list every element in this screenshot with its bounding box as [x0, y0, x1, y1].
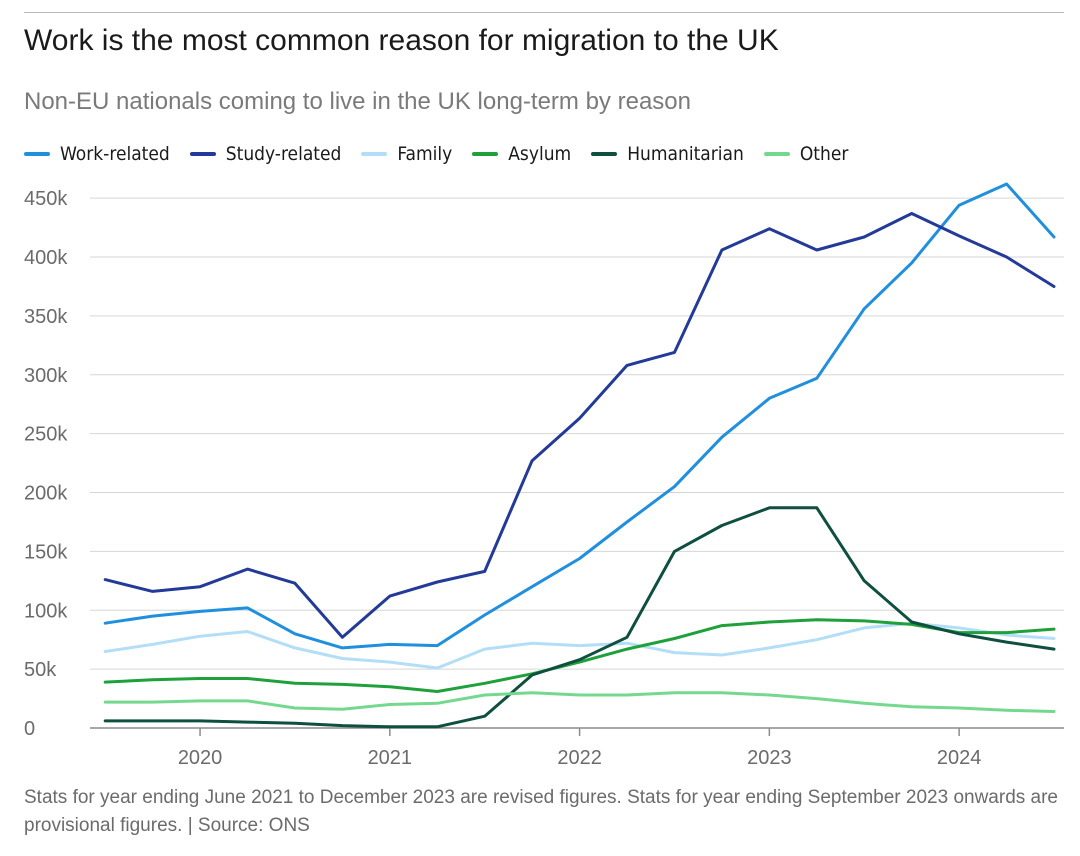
legend-swatch-asylum — [472, 152, 499, 156]
y-tick-label: 100k — [24, 600, 68, 622]
y-tick-label: 400k — [24, 247, 68, 269]
legend-swatch-work-related — [24, 152, 50, 156]
series-line-study-related — [103, 212, 1056, 639]
legend-label-other: Other — [799, 143, 849, 165]
legend-item-asylum: Asylum — [472, 143, 571, 165]
legend-swatch-family — [361, 152, 388, 156]
series-line-other — [103, 691, 1056, 713]
y-tick-label: 50k — [24, 659, 57, 681]
x-tick-label: 2021 — [368, 747, 413, 769]
x-tick-label: 2023 — [747, 747, 792, 769]
y-axis: 0 50k 100k 150k 200k 250k 300k 350k 400k 450k — [24, 188, 68, 740]
y-tick-label: 200k — [24, 483, 68, 505]
legend-item-study-related: Study-related — [189, 143, 342, 165]
y-tick-label: 350k — [24, 306, 68, 328]
series-line-asylum — [103, 618, 1056, 693]
x-tick-label: 2022 — [557, 747, 602, 769]
legend-label-family: Family — [397, 143, 453, 165]
series-line-family — [103, 621, 1056, 670]
x-axis: 2020 2021 2022 2023 2024 — [90, 727, 1064, 769]
series-line-work-related — [103, 182, 1056, 650]
series-lines — [103, 182, 1056, 729]
grid-lines — [90, 197, 1064, 670]
chart-subtitle: Non-EU nationals coming to live in the U… — [24, 88, 691, 115]
x-tick-label: 2024 — [937, 747, 982, 769]
y-tick-label: 300k — [24, 365, 68, 387]
legend-label-asylum: Asylum — [508, 143, 572, 165]
series-line-humanitarian — [103, 506, 1056, 729]
y-tick-label: 150k — [24, 541, 68, 563]
legend-label-study-related: Study-related — [225, 143, 342, 165]
x-tick-label: 2020 — [178, 747, 223, 769]
legend-swatch-other — [763, 152, 790, 156]
legend-item-other: Other — [763, 143, 849, 165]
source-note: Stats for year ending June 2021 to Decem… — [24, 787, 1058, 836]
legend-swatch-humanitarian — [591, 152, 618, 156]
y-tick-label: 0 — [24, 718, 35, 740]
top-rule — [24, 12, 1064, 13]
legend: Work-related Study-related Family Asylum Hum… — [24, 140, 868, 168]
legend-swatch-study-related — [189, 152, 216, 156]
line-chart: 0 50k 100k 150k 200k 250k 300k 350k 400k 450k 202… — [24, 182, 1064, 769]
legend-label-humanitarian: Humanitarian — [627, 143, 744, 165]
legend-item-family: Family — [361, 143, 452, 165]
chart-title: Work is the most common reason for migra… — [24, 24, 779, 57]
y-tick-label: 250k — [24, 424, 68, 446]
legend-item-humanitarian: Humanitarian — [591, 143, 744, 165]
legend-label-work-related: Work-related — [60, 143, 170, 165]
legend-item-work-related: Work-related — [24, 143, 170, 165]
y-tick-label: 450k — [24, 188, 68, 210]
